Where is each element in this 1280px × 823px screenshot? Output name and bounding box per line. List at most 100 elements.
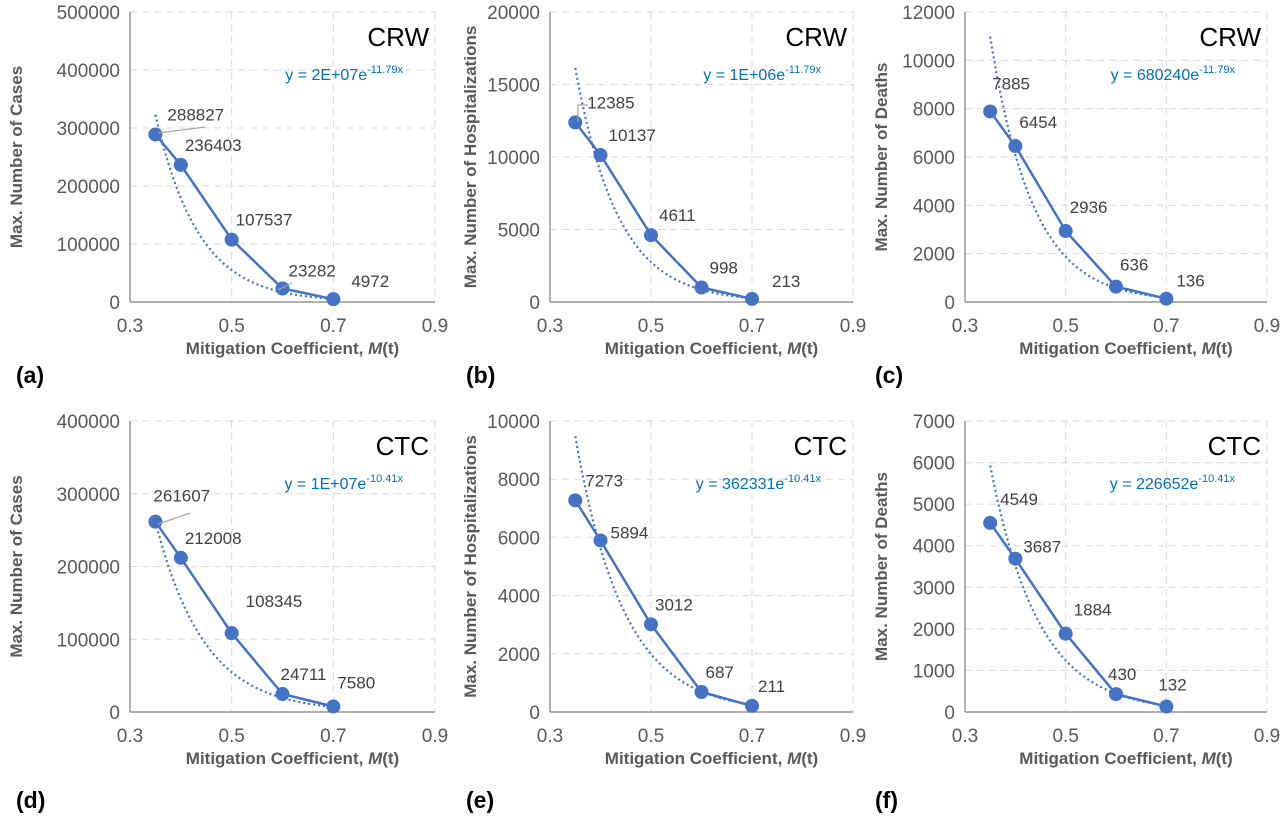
equation-main: y = 680240e [1111, 67, 1200, 84]
panel-label: (b) [466, 362, 495, 388]
y-tick-label: 200000 [57, 558, 120, 579]
data-label: 7580 [337, 673, 375, 692]
equation-exponent: -11.79x [367, 64, 403, 76]
x-axis-title-suffix: (t) [382, 339, 399, 358]
data-label: 6454 [1019, 113, 1057, 132]
chart-panel-b: 0 5000 10000 15000 20000 0.3 0.5 0.7 0.9 Mitigati… [461, 3, 866, 388]
x-tick-label: 0.7 [320, 316, 346, 337]
y-tick-label: 3000 [913, 578, 955, 599]
x-axis-title-suffix: (t) [1216, 339, 1233, 358]
trendline [989, 465, 1167, 707]
data-label: 2936 [1070, 198, 1108, 217]
chart-panel-f: 0 1000 2000 3000 4000 5000 6000 7000 0.3 0.5 0.7 0.… [872, 412, 1280, 813]
data-point [148, 127, 163, 142]
data-point [983, 104, 998, 119]
x-axis-title-prefix: Mitigation Coefficient, [605, 339, 787, 358]
data-label: 430 [1108, 665, 1136, 684]
corner-label: CTC [1208, 431, 1261, 461]
trendline-equation: y = 362331e-10.41x [696, 473, 822, 493]
x-tick-label: 0.5 [1052, 726, 1078, 747]
panel-label: (d) [16, 787, 45, 813]
data-point [275, 687, 290, 702]
data-label: 3012 [655, 595, 693, 614]
trendline [574, 67, 753, 300]
leader-line [157, 512, 191, 525]
y-axis-title: Max. Number of Hospitalizations [461, 435, 480, 698]
y-tick-label: 2000 [913, 620, 955, 641]
data-label: 4972 [351, 272, 389, 291]
x-axis-title-suffix: (t) [382, 749, 399, 768]
x-tick-label: 0.3 [537, 316, 563, 337]
data-point [694, 685, 709, 700]
x-tick-label: 0.3 [537, 726, 563, 747]
data-label: 24711 [281, 665, 327, 684]
equation-exponent: -11.79x [785, 64, 821, 76]
x-tick-label: 0.5 [638, 316, 664, 337]
x-axis-title-suffix: (t) [801, 749, 818, 768]
data-label: 261607 [153, 487, 210, 506]
data-label: 236403 [185, 136, 242, 155]
data-point [1159, 699, 1174, 714]
data-point [745, 291, 759, 306]
y-tick-label: 8000 [913, 100, 955, 121]
x-tick-label: 0.5 [218, 726, 244, 747]
equation-exponent: -10.41x [1198, 473, 1235, 485]
leader-line [277, 282, 293, 291]
corner-label: CRW [367, 22, 429, 52]
y-tick-label: 10000 [487, 148, 540, 169]
equation-main: y = 362331e [696, 476, 785, 493]
data-label: 3687 [1023, 538, 1061, 557]
y-tick-label: 1000 [913, 661, 955, 682]
y-axis-title: Max. Number of Deaths [872, 472, 891, 661]
data-label: 7273 [585, 471, 623, 490]
data-label: 12385 [587, 93, 634, 112]
data-point [1008, 551, 1023, 566]
data-label: 687 [706, 663, 734, 682]
equation-main: y = 1E+07e [284, 476, 366, 493]
x-axis-title: Mitigation Coefficient, M(t) [1019, 749, 1232, 768]
y-tick-label: 10000 [487, 412, 540, 433]
data-point [568, 493, 583, 508]
y-tick-label: 2000 [498, 645, 540, 666]
y-tick-label: 100000 [57, 630, 120, 651]
x-axis-title-prefix: Mitigation Coefficient, [1019, 339, 1201, 358]
equation-main: y = 2E+07e [285, 67, 367, 84]
y-tick-label: 8000 [498, 470, 540, 491]
panel-label: (e) [466, 787, 494, 813]
leader-line [577, 104, 588, 122]
data-label: 4611 [659, 206, 696, 225]
data-point [644, 228, 658, 243]
x-tick-label: 0.9 [422, 726, 448, 747]
y-tick-label: 7000 [913, 412, 955, 433]
chart-panel-e: 0 2000 4000 6000 8000 10000 0.3 0.5 0.7 0.9 Mitiga… [461, 412, 866, 813]
corner-label: CRW [785, 22, 847, 52]
y-tick-label: 15000 [487, 76, 540, 97]
data-point [745, 698, 759, 713]
x-tick-label: 0.9 [1254, 726, 1280, 747]
data-label: 998 [710, 259, 738, 278]
trendline [989, 36, 1167, 299]
x-axis-title-prefix: Mitigation Coefficient, [1019, 749, 1201, 768]
leader-line [157, 126, 206, 134]
y-tick-label: 6000 [498, 528, 540, 549]
y-tick-label: 4000 [913, 537, 955, 558]
data-point [1159, 291, 1174, 306]
data-point [1058, 626, 1073, 641]
data-label: 213 [772, 272, 800, 291]
corner-label: CRW [1199, 22, 1261, 52]
data-point [694, 280, 709, 295]
y-tick-label: 0 [944, 293, 955, 314]
data-label: 288827 [167, 105, 224, 124]
panel-label: (a) [16, 362, 44, 388]
data-point [1109, 687, 1123, 702]
x-axis-title-suffix: (t) [1216, 749, 1233, 768]
data-point [1058, 224, 1073, 239]
data-point [983, 515, 998, 530]
x-tick-label: 0.9 [840, 316, 866, 337]
y-tick-label: 500000 [57, 3, 120, 24]
equation-exponent: -10.41x [366, 473, 403, 485]
y-tick-label: 300000 [57, 119, 120, 140]
x-tick-label: 0.7 [1153, 316, 1179, 337]
trendline-equation: y = 2E+07e-11.79x [285, 64, 403, 84]
